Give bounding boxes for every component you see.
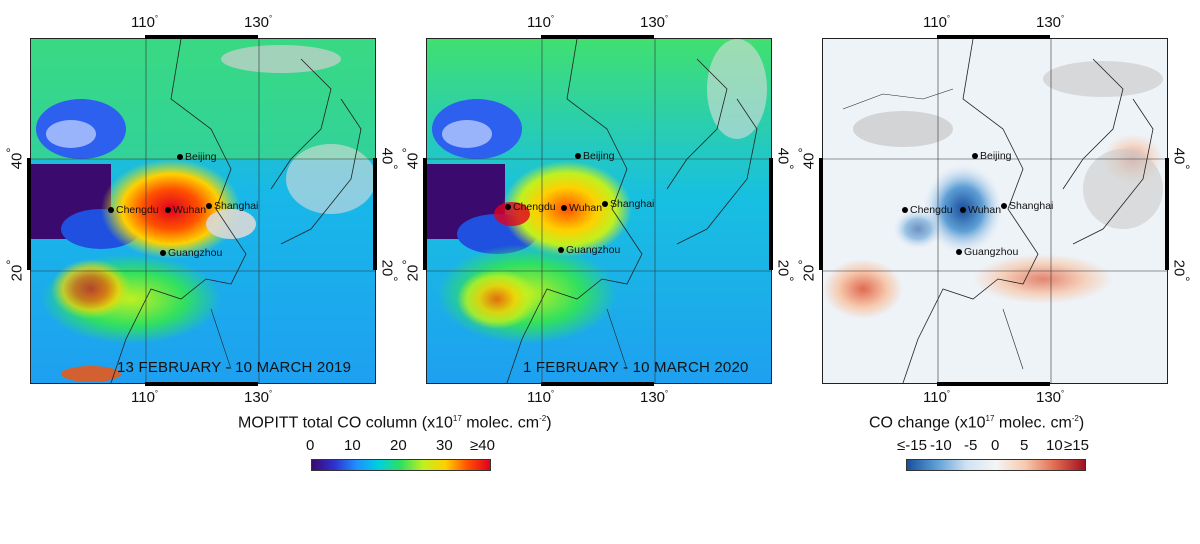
lat-tick-left: 40°: [796, 147, 818, 170]
city-marker: [505, 204, 511, 211]
co-map-2020: [427, 39, 771, 383]
colorbar-change-label: ≤-15: [897, 437, 927, 454]
city-marker: [602, 201, 608, 208]
frame-bar-bottom-2: [541, 382, 654, 386]
lat-tick-left: 20°: [400, 259, 422, 282]
frame-bar-right-1: [373, 158, 377, 270]
city-marker: [902, 207, 908, 214]
city-label-chengdu: Chengdu: [902, 204, 953, 216]
lat-tick-left: 20°: [4, 259, 26, 282]
colorbar-change-label: 5: [1020, 437, 1029, 454]
city-marker: [165, 207, 171, 214]
frame-bar-bottom-3: [937, 382, 1050, 386]
city-marker: [561, 205, 567, 212]
period-label: 13 FEBRUARY - 10 MARCH 2019: [117, 359, 352, 376]
frame-bar-bottom-1: [145, 382, 258, 386]
colorbar-change-label: -10: [930, 437, 952, 454]
colorbar-total-label: 10: [344, 437, 361, 454]
lat-tick-right: 20°: [774, 259, 796, 282]
city-marker: [956, 249, 962, 256]
co-map-2019: [31, 39, 375, 383]
city-label-guangzhou: Guangzhou: [956, 246, 1018, 258]
colorbar-total-label: 30: [436, 437, 453, 454]
lat-tick-left: 20°: [796, 259, 818, 282]
colorbar-total-gradient: [311, 459, 491, 471]
map-panel-2020: Beijing Chengdu Wuhan Shanghai Guangzhou…: [426, 38, 772, 384]
lat-tick-right: 40°: [774, 147, 796, 170]
city-label-beijing: Beijing: [575, 150, 615, 162]
lat-tick-right: 40°: [378, 147, 400, 170]
city-label-chengdu: Chengdu: [505, 201, 556, 213]
frame-bar-top-3: [937, 35, 1050, 39]
lon-tick-top: 110°: [527, 14, 555, 31]
city-label-guangzhou: Guangzhou: [160, 247, 222, 259]
city-label-guangzhou: Guangzhou: [558, 244, 620, 256]
colorbar-change-label: -5: [964, 437, 978, 454]
city-label-shanghai: Shanghai: [602, 198, 654, 210]
lon-tick-bottom: 110°: [527, 389, 555, 406]
lon-tick-bottom: 130°: [244, 389, 273, 406]
map-panel-2019: Beijing Chengdu Wuhan Shanghai Guangzhou…: [30, 38, 376, 384]
co-change-map: [823, 39, 1167, 383]
city-marker: [1001, 203, 1007, 210]
frame-bar-left-2: [423, 158, 427, 270]
lat-tick-right: 20°: [378, 259, 400, 282]
city-label-beijing: Beijing: [972, 150, 1012, 162]
frame-bar-right-3: [1165, 158, 1169, 270]
city-marker: [558, 247, 564, 254]
city-label-shanghai: Shanghai: [206, 200, 258, 212]
lat-tick-right: 40°: [1170, 147, 1192, 170]
city-marker: [206, 203, 212, 210]
frame-bar-top-2: [541, 35, 654, 39]
colorbar-change-title: CO change (x1017 molec. cm-2): [869, 414, 1085, 432]
period-label: 1 FEBRUARY - 10 MARCH 2020: [523, 359, 749, 376]
lat-tick-right: 20°: [1170, 259, 1192, 282]
frame-bar-right-2: [769, 158, 773, 270]
city-marker: [960, 207, 966, 214]
lon-tick-top: 130°: [640, 14, 669, 31]
frame-bar-left-1: [27, 158, 31, 270]
lon-tick-bottom: 130°: [640, 389, 669, 406]
city-marker: [160, 250, 166, 257]
city-label-chengdu: Chengdu: [108, 204, 159, 216]
lon-tick-top: 110°: [131, 14, 159, 31]
colorbar-total-label: 20: [390, 437, 407, 454]
lat-tick-left: 40°: [4, 147, 26, 170]
city-label-wuhan: Wuhan: [960, 204, 1001, 216]
lon-tick-top: 130°: [244, 14, 273, 31]
city-marker: [108, 207, 114, 214]
colorbar-total-label: ≥40: [470, 437, 495, 454]
map-panel-change: Beijing Chengdu Wuhan Shanghai Guangzhou: [822, 38, 1168, 384]
lon-tick-bottom: 110°: [923, 389, 951, 406]
lon-tick-bottom: 110°: [131, 389, 159, 406]
colorbar-total-title: MOPITT total CO column (x1017 molec. cm-…: [238, 414, 552, 432]
colorbar-change-label: ≥15: [1064, 437, 1089, 454]
colorbar-change-gradient: [906, 459, 1086, 471]
city-label-wuhan: Wuhan: [165, 204, 206, 216]
lon-tick-top: 110°: [923, 14, 951, 31]
lon-tick-bottom: 130°: [1036, 389, 1065, 406]
colorbar-total-label: 0: [306, 437, 315, 454]
lat-tick-left: 40°: [400, 147, 422, 170]
city-label-wuhan: Wuhan: [561, 202, 602, 214]
city-label-beijing: Beijing: [177, 151, 217, 163]
city-marker: [575, 153, 581, 160]
colorbar-change-label: 10: [1046, 437, 1063, 454]
city-marker: [177, 154, 183, 161]
city-marker: [972, 153, 978, 160]
colorbar-change-label: 0: [991, 437, 1000, 454]
lon-tick-top: 130°: [1036, 14, 1065, 31]
frame-bar-left-3: [819, 158, 823, 270]
city-label-shanghai: Shanghai: [1001, 200, 1053, 212]
frame-bar-top-1: [145, 35, 258, 39]
